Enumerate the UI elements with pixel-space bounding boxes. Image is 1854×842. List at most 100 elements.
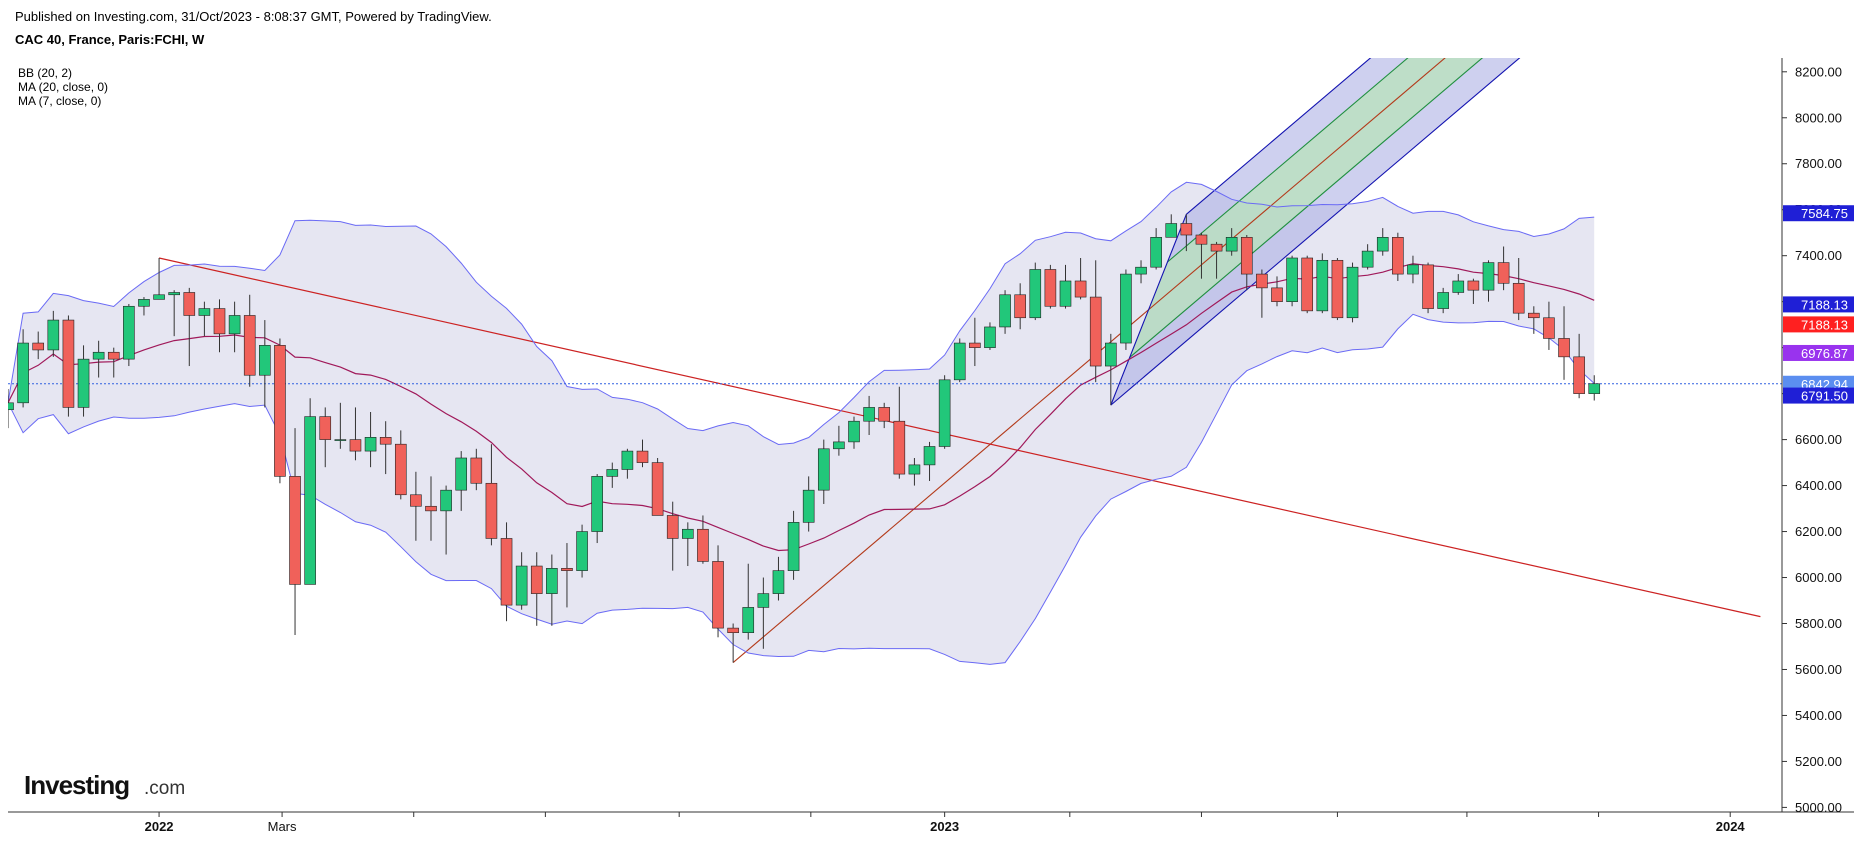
bollinger-band-fill <box>8 182 1595 665</box>
candle <box>47 310 60 357</box>
candle <box>1467 278 1480 304</box>
candle <box>697 515 709 564</box>
candle <box>591 474 603 544</box>
candle-body <box>1331 259 1344 319</box>
candle <box>123 303 135 367</box>
candle <box>923 441 936 481</box>
candle <box>228 301 241 353</box>
candle <box>153 257 165 300</box>
candle <box>1376 228 1389 256</box>
candle <box>8 389 14 429</box>
candle-body <box>1588 383 1601 394</box>
candle <box>92 340 105 378</box>
candle-body <box>349 439 362 452</box>
candle <box>304 398 316 585</box>
price-tag-label: 7188.13 <box>1801 297 1848 312</box>
candle-body <box>274 345 286 477</box>
candle-body <box>319 416 332 440</box>
candle <box>1014 283 1026 330</box>
candle-body <box>1195 234 1208 245</box>
candle-body <box>666 515 679 539</box>
candle-body <box>1240 237 1253 275</box>
candle-body <box>1089 296 1102 367</box>
candle <box>1059 264 1072 309</box>
candle <box>243 294 256 387</box>
logo-wordmark: Investing <box>24 770 129 800</box>
candle-body <box>92 351 105 360</box>
candle-body <box>833 441 845 450</box>
y-axis-labels: 5000.00 5200.00 5400.00 5600.00 5800.00 6000.… <box>1795 64 1842 815</box>
candle <box>470 448 483 491</box>
candle <box>576 524 588 578</box>
candle <box>379 421 392 475</box>
candle <box>1301 255 1314 314</box>
pitchfork-lower-line <box>1110 58 1521 406</box>
candle <box>984 322 996 350</box>
candle <box>1316 253 1329 314</box>
price-tag-label: 6976.87 <box>1801 346 1848 361</box>
candle <box>485 444 498 546</box>
chart-symbol-title: CAC 40, France, Paris:FCHI, W <box>15 32 205 47</box>
candle <box>712 545 724 638</box>
candle <box>1452 274 1465 295</box>
candle-body <box>848 420 860 443</box>
logo-suffix: .com <box>144 778 185 799</box>
price-tag-box <box>1783 316 1854 333</box>
candle <box>289 428 301 635</box>
candle <box>1150 228 1162 270</box>
candle-body <box>1346 266 1359 319</box>
bollinger-lower <box>8 313 1595 665</box>
y-tick-label: 6200.00 <box>1795 524 1842 539</box>
candle-body <box>107 351 120 360</box>
candle <box>1120 269 1132 350</box>
price-tag-label: 7188.13 <box>1801 317 1848 332</box>
candle-body <box>183 292 196 316</box>
candle-body <box>1543 317 1555 339</box>
candle-body <box>153 294 165 300</box>
candle <box>1225 228 1238 256</box>
candle <box>908 457 921 486</box>
candle-body <box>636 450 649 463</box>
candle-body <box>591 476 603 532</box>
candle-body <box>364 436 377 452</box>
candle-body <box>863 407 875 422</box>
candle <box>802 476 815 532</box>
candle <box>1195 232 1208 279</box>
pitchfork-handle <box>1110 214 1187 406</box>
y-tick-label: 6400.00 <box>1795 478 1842 493</box>
y-tick-label: 8200.00 <box>1795 64 1842 79</box>
indicator-bb[interactable]: BB (20, 2) <box>18 66 73 80</box>
candle-body <box>62 319 75 408</box>
candle <box>530 552 543 626</box>
candle-body <box>1225 237 1238 252</box>
candle-body <box>47 319 60 351</box>
candle-body <box>1558 338 1570 358</box>
candle-body <box>168 292 180 296</box>
candle-body <box>1120 273 1132 344</box>
candle-body <box>757 593 770 608</box>
candle <box>259 320 271 408</box>
y-tick-label: 6000.00 <box>1795 570 1842 585</box>
indicator-ma7[interactable]: MA (7, close, 0) <box>18 94 102 108</box>
candle <box>1407 255 1419 284</box>
candle <box>1044 264 1057 309</box>
candle-body <box>576 531 588 571</box>
candle <box>1482 260 1495 302</box>
published-caption: Published on Investing.com, 31/Oct/2023 … <box>15 9 492 24</box>
candle-body <box>259 345 271 376</box>
candle-body <box>1059 280 1072 307</box>
candle <box>817 439 830 504</box>
indicator-ma20[interactable]: MA (20, close, 0) <box>18 80 109 94</box>
candle-body <box>440 489 452 512</box>
candle-body <box>1482 262 1495 291</box>
candle-body <box>1271 287 1283 302</box>
price-tag-box <box>1783 205 1854 222</box>
candle <box>1588 375 1601 401</box>
candle <box>848 416 860 449</box>
candle-body <box>1074 280 1087 298</box>
candle-body <box>32 342 45 351</box>
candle-body <box>546 568 558 594</box>
y-tick-label: 5800.00 <box>1795 616 1842 631</box>
candle <box>425 476 437 541</box>
